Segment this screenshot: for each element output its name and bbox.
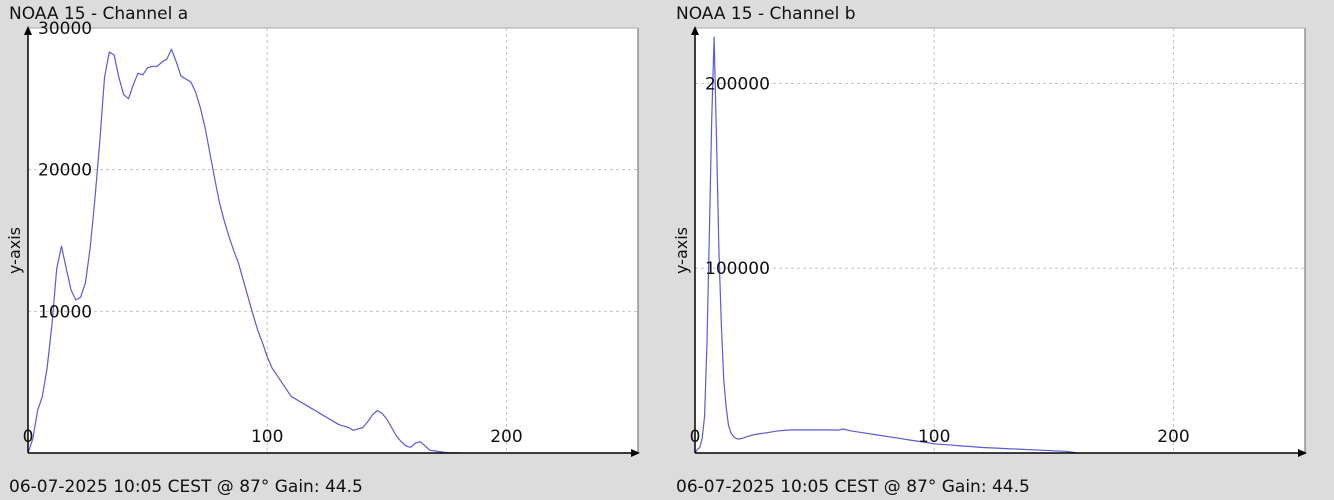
chart-footer: 06-07-2025 10:05 CEST @ 87° Gain: 44.5 [9, 477, 363, 497]
series-line [694, 36, 1078, 454]
chart-title: NOAA 15 - Channel a [9, 4, 189, 24]
x-tick-label: 200 [490, 427, 522, 447]
x-tick-label: 0 [690, 427, 701, 447]
chart-footer: 06-07-2025 10:05 CEST @ 87° Gain: 44.5 [676, 477, 1030, 497]
y-tick-label: 100000 [705, 259, 770, 279]
series-line [27, 48, 459, 454]
x-tick-label: 200 [1157, 427, 1189, 447]
x-tick-label: 100 [251, 427, 283, 447]
chart-title: NOAA 15 - Channel b [676, 4, 856, 24]
y-tick-label: 10000 [38, 302, 92, 322]
x-axis-arrow [1298, 449, 1307, 457]
x-axis-arrow [631, 449, 640, 457]
chart-b-plot: 0 100 200 100000 200000 y-axis [672, 26, 1307, 457]
y-tick-label: 20000 [38, 161, 92, 181]
y-axis-arrow [24, 26, 32, 35]
chart-a-plot: 0 100 200 10000 20000 30000 y-axis [5, 19, 640, 457]
chart-panel-b: NOAA 15 - Channel b 0 100 200 100000 200000 y… [667, 0, 1334, 500]
y-tick-label: 200000 [705, 74, 770, 94]
y-axis-arrow [691, 26, 699, 35]
plot-area [695, 28, 1305, 453]
x-tick-label: 100 [918, 427, 950, 447]
chart-panel-a: NOAA 15 - Channel a 0 100 200 10000 20000 300… [5, 4, 640, 497]
plot-area [28, 28, 638, 453]
y-axis-label: y-axis [672, 227, 691, 274]
x-tick-label: 0 [23, 427, 34, 447]
y-tick-label: 30000 [38, 19, 92, 39]
y-axis-label: y-axis [5, 227, 24, 274]
